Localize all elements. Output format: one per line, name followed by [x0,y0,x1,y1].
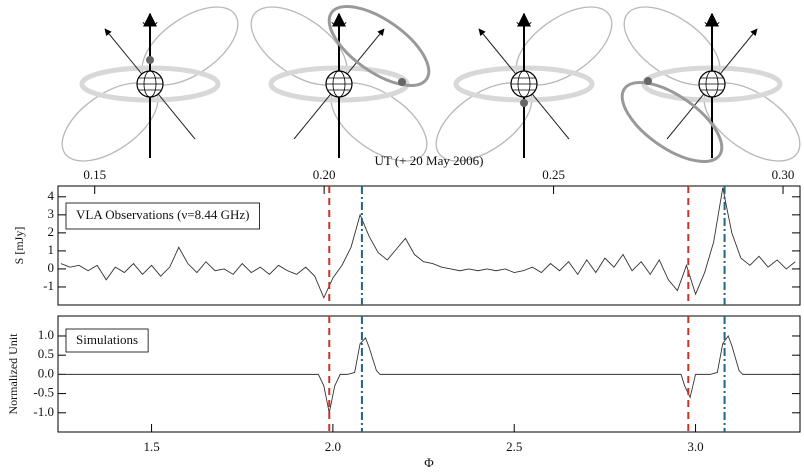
y-tick-label: 0 [48,260,55,275]
y-tick-label: -1.0 [33,404,54,419]
x-axis-label: Φ [424,455,434,470]
data-line [60,187,796,299]
x2-tick-label: 0.15 [83,167,106,182]
x-tick-label: 1.5 [143,439,159,454]
x2-axis-label: UT (+ 20 May 2006) [375,153,484,168]
annotation: VLA Observations (ν=8.44 GHz) [76,207,250,222]
y-tick-label: 2 [48,224,55,239]
y-tick-label: 4 [48,188,55,203]
x-tick-label: 2.0 [325,439,341,454]
diagram-1 [49,0,251,176]
x-tick-label: 2.5 [506,439,522,454]
x2-tick-label: 0.25 [542,167,565,182]
y-tick-label: 3 [48,206,55,221]
y-tick-label: -1 [43,278,54,293]
diagram-4 [610,0,804,177]
y-tick-label: 1 [48,242,55,257]
x2-tick-label: 0.20 [313,167,336,182]
plot-frame [57,185,801,306]
diagram-2 [238,0,442,176]
x-tick-label: 3.0 [687,439,703,454]
annotation: Simulations [76,332,138,347]
data-line [58,335,800,413]
y-tick-label: 1.0 [38,327,54,342]
y-axis-label: S [mJy] [12,227,26,265]
x2-tick-label: 0.30 [772,167,795,182]
y-tick-label: 0.5 [38,346,54,361]
y-tick-label: 0.0 [38,365,54,380]
diagram-3 [423,0,625,176]
y-axis-label: Normalized Unit [6,333,20,415]
y-tick-label: -0.5 [33,385,54,400]
annotation-box [65,202,260,230]
annotation-box [65,328,149,353]
